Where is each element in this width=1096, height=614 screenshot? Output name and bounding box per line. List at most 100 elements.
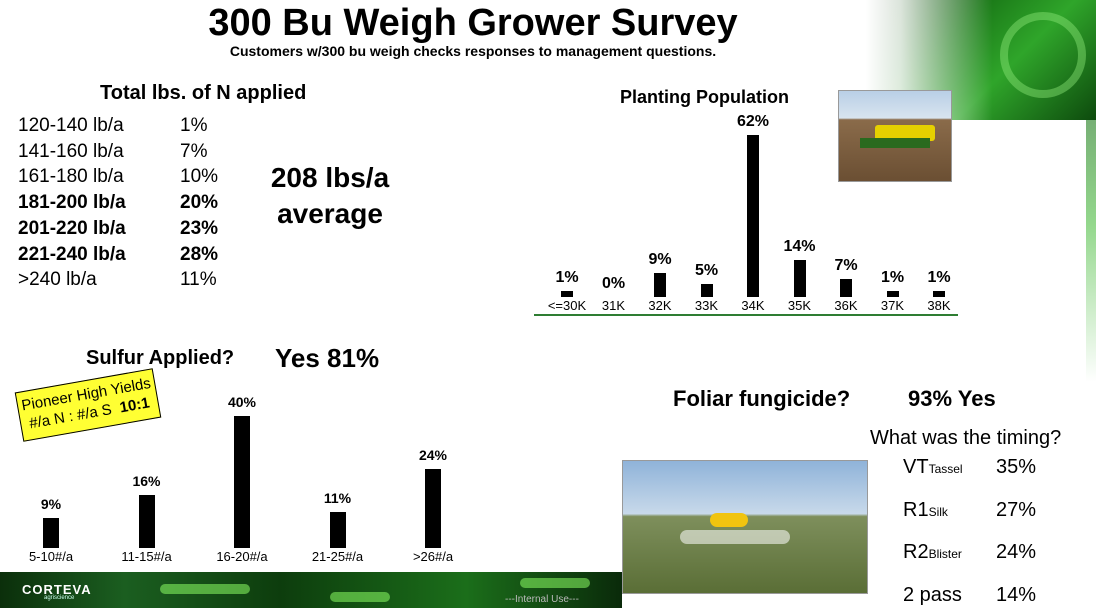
nitrogen-pct: 7% (180, 140, 208, 162)
timing-pct: 14% (996, 584, 1037, 606)
timing-row: VTTassel 35% (903, 456, 1093, 486)
x-tick-label: 36K (834, 298, 858, 313)
x-tick-label: 21-25#/a (311, 549, 364, 564)
planting-heading: Planting Population (620, 87, 789, 107)
timing-stage-desc: Silk (928, 505, 948, 519)
nitrogen-row: 201-220 lb/a 23% (18, 218, 238, 244)
chart-bar (329, 511, 346, 548)
bar-value-label: 1% (927, 269, 951, 286)
nitrogen-row: 120-140 lb/a 1% (18, 115, 238, 141)
chart-bar (700, 283, 713, 297)
bar-value-label: 16% (132, 473, 161, 490)
x-tick-label: 32K (648, 298, 672, 313)
bar-value-label: 24% (418, 446, 448, 463)
nitrogen-pct: 23% (180, 217, 219, 239)
x-tick-label: 35K (787, 298, 812, 313)
nitrogen-pct: 1% (180, 115, 208, 136)
x-tick-label: 34K (741, 298, 765, 313)
chart-bar (425, 468, 441, 548)
corteva-logo-sub: agriscience (44, 595, 75, 601)
timing-row: 2 pass 14% (903, 584, 1093, 614)
footer-bar (0, 572, 622, 608)
chart-bar (43, 518, 59, 548)
chart-bar (747, 135, 759, 297)
pioneer-callout: Pioneer High Yields #/a N : #/a S 10:1 (14, 368, 162, 442)
nitrogen-row: >240 lb/a 11% (18, 269, 238, 295)
chart-bar (840, 278, 852, 297)
x-tick-label: 33K (694, 298, 719, 313)
chart-bar (933, 291, 945, 297)
timing-stage-code: R2 (903, 541, 929, 563)
bar-value-label: 9% (40, 496, 62, 513)
nitrogen-average: 208 lbs/a average (250, 160, 410, 232)
foliar-yes: 93% Yes (908, 386, 996, 411)
nitrogen-range: 221-240 lb/a (18, 243, 126, 265)
chart-bar (138, 495, 155, 548)
chart-bar (793, 260, 806, 297)
timing-row: R2Blister 24% (903, 541, 1093, 571)
x-tick-label: 5-10#/a (28, 549, 74, 564)
corteva-logo: CORTEVA (22, 582, 92, 597)
bar-value-label: 1% (880, 269, 905, 286)
x-tick-label: 31K (601, 298, 626, 313)
nitrogen-row: 181-200 lb/a 20% (18, 192, 238, 218)
side-decoration (1086, 120, 1096, 382)
foliar-heading: Foliar fungicide? (673, 386, 851, 411)
internal-use-label: ---Internal Use--- (505, 594, 579, 605)
timing-stage: VTTassel (903, 456, 963, 479)
timing-pct: 24% (996, 541, 1037, 563)
nitrogen-row: 141-160 lb/a 7% (18, 141, 238, 167)
nitrogen-row: 161-180 lb/a 10% (18, 166, 238, 192)
sulfur-heading: Sulfur Applied? (86, 347, 235, 369)
chart-bar (886, 291, 899, 297)
nitrogen-heading: Total lbs. of N applied (100, 82, 307, 104)
planter-graphic-base (860, 138, 930, 148)
nitrogen-pct: 20% (180, 192, 219, 214)
timing-heading: What was the timing? (870, 427, 1062, 449)
nitrogen-row: 221-240 lb/a 28% (18, 244, 238, 270)
bar-value-label: 62% (736, 113, 770, 130)
spraying-photo (622, 460, 868, 594)
nitrogen-range: 181-200 lb/a (18, 192, 126, 214)
sulfur-yes: Yes 81% (275, 343, 380, 373)
helicopter-graphic (710, 513, 748, 527)
timing-pct: 35% (996, 456, 1037, 478)
timing-stage-code: R1 (903, 499, 929, 521)
nitrogen-range: 201-220 lb/a (18, 217, 126, 239)
nitrogen-range: 120-140 lb/a (18, 115, 124, 136)
x-tick-label: <=30K (547, 298, 587, 313)
bar-value-label: 5% (694, 261, 719, 279)
timing-stage-code: VT (903, 456, 929, 478)
chart-bar (561, 291, 573, 297)
timing-pct: 27% (996, 499, 1037, 521)
timing-stage: R2Blister (903, 541, 962, 564)
timing-stage-code: 2 pass (903, 584, 962, 606)
bar-value-label: 9% (648, 251, 672, 269)
average-value: 208 lbs/a (270, 162, 390, 193)
timing-row: R1Silk 27% (903, 499, 1093, 529)
timing-stage-desc: Blister (928, 547, 962, 561)
page-title: 300 Bu Weigh Grower Survey (208, 2, 738, 44)
bar-value-label: 1% (555, 269, 579, 286)
nitrogen-pct: 10% (180, 166, 219, 188)
bar-value-label: 0% (601, 275, 626, 292)
timing-stage: 2 pass (903, 584, 962, 607)
bar-value-label: 40% (227, 394, 257, 410)
chart-bar (234, 416, 250, 548)
x-tick-label: 37K (880, 298, 905, 313)
chart-bar (654, 273, 666, 297)
x-tick-label: 16-20#/a (216, 549, 268, 564)
spray-mist-graphic (680, 530, 790, 544)
bar-value-label: 11% (323, 489, 352, 506)
nitrogen-range: 161-180 lb/a (18, 166, 124, 188)
nitrogen-pct: 11% (180, 269, 217, 291)
nitrogen-pct: 28% (180, 243, 219, 265)
planting-axis (534, 314, 958, 316)
bar-value-label: 14% (783, 238, 816, 256)
bar-value-label: 7% (834, 256, 858, 274)
planter-graphic (875, 125, 935, 141)
timing-stage: R1Silk (903, 499, 948, 522)
x-tick-label: 38K (927, 298, 951, 313)
nitrogen-range: >240 lb/a (18, 269, 97, 291)
nitrogen-range: 141-160 lb/a (18, 140, 124, 162)
